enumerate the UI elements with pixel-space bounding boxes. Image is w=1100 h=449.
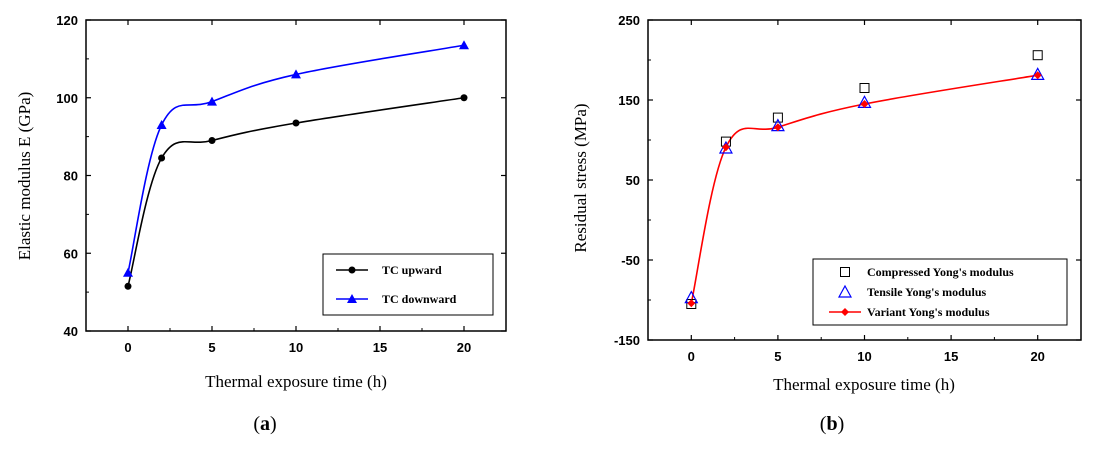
legend-label: Variant Yong's modulus — [867, 305, 990, 319]
data-point — [459, 40, 469, 50]
panel-b-letter: b — [826, 413, 837, 435]
y-tick-label: 50 — [626, 173, 640, 188]
data-point — [156, 119, 167, 129]
y-tick-label: 100 — [56, 91, 78, 106]
data-point — [1032, 50, 1043, 61]
legend-label: Compressed Yong's modulus — [867, 265, 1014, 279]
y-tick-label: -50 — [621, 253, 640, 268]
legend-label: TC downward — [382, 292, 457, 306]
y-tick-label: 80 — [64, 169, 78, 184]
data-point — [721, 143, 730, 152]
data-point — [291, 69, 301, 79]
data-point — [292, 119, 300, 127]
y-tick-label: 250 — [618, 13, 640, 28]
y-tick-label: 40 — [64, 324, 78, 339]
x-tick-label: 10 — [289, 340, 303, 355]
panel-a-label: (a) — [253, 413, 276, 435]
data-point — [859, 83, 870, 93]
legend-marker — [347, 294, 357, 303]
x-tick-label: 15 — [944, 349, 958, 364]
data-point — [460, 94, 468, 102]
panel-b-xlabel: Thermal exposure time (h) — [773, 375, 955, 394]
data-point — [1030, 67, 1045, 80]
panel-b-legend: Compressed Yong's modulus Tensile Yong's … — [812, 258, 1068, 326]
series-line — [127, 44, 465, 273]
panel-b-legend-box — [812, 258, 1068, 326]
data-point — [1033, 71, 1042, 80]
panel-a-ylabel: Elastic modulus E (GPa) — [15, 92, 34, 261]
legend-label: Tensile Yong's modulus — [867, 285, 986, 299]
data-point — [158, 154, 166, 162]
x-tick-label: 20 — [1030, 349, 1044, 364]
legend-label: TC upward — [382, 263, 442, 277]
panel-a-legend: TC upward TC downward — [322, 253, 494, 316]
data-point — [772, 112, 783, 123]
panel-a-legend-box — [322, 253, 494, 316]
legend-marker — [840, 267, 850, 277]
data-point — [124, 282, 132, 290]
panel-a-letter: a — [260, 413, 270, 435]
x-tick-label: 0 — [688, 349, 695, 364]
y-tick-label: -150 — [614, 333, 640, 348]
x-tick-label: 0 — [124, 340, 131, 355]
data-point — [860, 100, 869, 108]
data-point — [773, 123, 782, 132]
data-point — [123, 267, 133, 277]
panel-b-ylabel: Residual stress (MPa) — [571, 103, 590, 252]
legend-marker — [348, 266, 356, 274]
x-tick-label: 5 — [208, 340, 215, 355]
data-point — [208, 137, 216, 145]
panel-b-label: (b) — [820, 413, 844, 435]
legend-marker — [841, 308, 849, 316]
x-tick-label: 10 — [857, 349, 871, 364]
y-tick-label: 150 — [618, 93, 640, 108]
panel-b-chart: 0 5 10 15 20 -150 -50 50 150 250 Thermal exposure… — [571, 13, 1082, 435]
x-tick-label: 5 — [774, 349, 781, 364]
y-tick-label: 60 — [64, 246, 78, 261]
data-point — [687, 299, 696, 308]
data-point — [207, 96, 217, 106]
y-tick-label: 120 — [56, 13, 78, 28]
panel-a-xlabel: Thermal exposure time (h) — [205, 372, 387, 391]
series-line — [127, 96, 465, 287]
x-tick-label: 20 — [457, 340, 471, 355]
legend-marker — [837, 284, 853, 298]
x-tick-label: 15 — [373, 340, 387, 355]
panel-a-chart: 0 5 10 15 20 40 60 80 100 120 Thermal exposure ti… — [15, 13, 507, 435]
